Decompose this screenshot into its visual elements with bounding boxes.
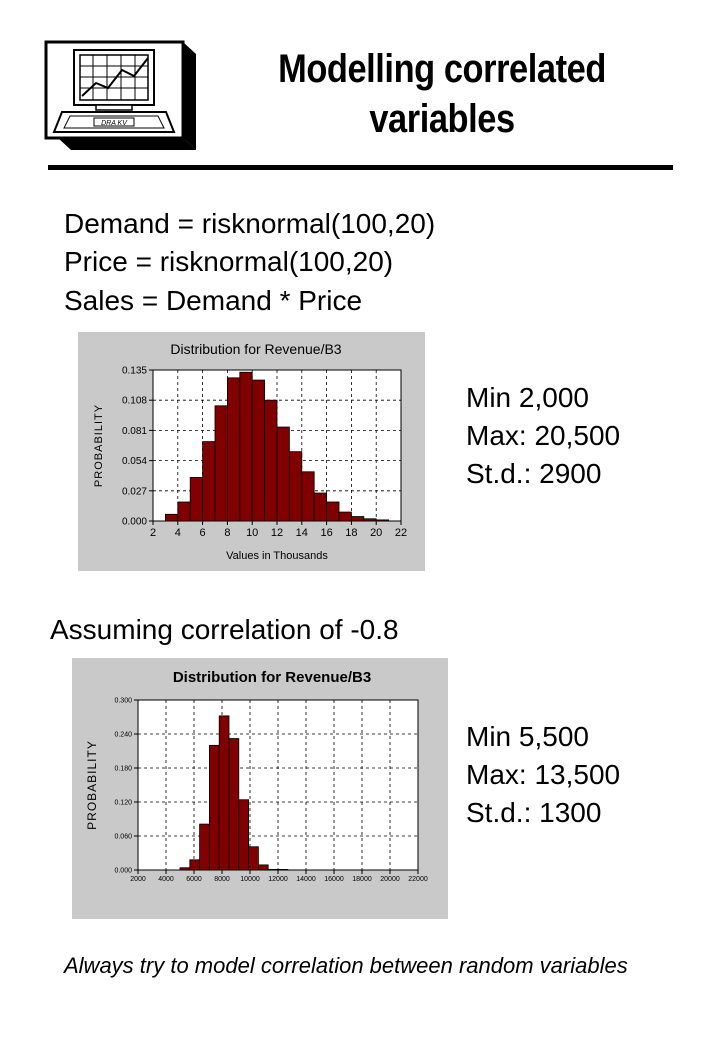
- chart-2-svg: Distribution for Revenue/B3 0.000 0.060 0.1…: [85, 669, 428, 883]
- chart-2-bar: [257, 864, 269, 871]
- page-title-line-2: variables: [369, 97, 515, 141]
- chart-2-x-tick-label: 14000: [296, 876, 316, 883]
- chart-2-bar: [238, 799, 250, 871]
- chart-1-bar: [189, 476, 203, 522]
- chart-1-bar: [251, 379, 265, 522]
- chart-2-x-tick-label: 18000: [352, 876, 372, 883]
- chart-1-x-tick-label: 12: [271, 527, 283, 539]
- chart-1-min: Min 2,000: [466, 382, 589, 413]
- formula-sales: Sales = Demand * Price: [64, 285, 363, 316]
- chart-1-x-tick-label: 16: [320, 527, 332, 539]
- chart-2-y-tick-label: 0.180: [114, 765, 132, 772]
- chart-1-y-tick-label: 0.000: [122, 517, 147, 528]
- chart-2-bar: [267, 869, 279, 871]
- chart-1-title: Distribution for Revenue/B3: [170, 341, 341, 357]
- chart-2-x-tick-label: 6000: [186, 876, 202, 883]
- chart-2-y-tick-label: 0.120: [114, 799, 132, 806]
- chart-2-bar: [179, 867, 191, 871]
- chart-2-bar: [199, 823, 210, 871]
- chart-1-bar: [301, 471, 315, 522]
- chart-1-bar: [264, 399, 278, 522]
- chart-1-y-tick-label: 0.108: [122, 396, 147, 407]
- chart-1-bar: [239, 371, 253, 522]
- page-title: Modelling correlated variables: [261, 44, 622, 144]
- chart-1-bar: [375, 519, 390, 522]
- chart-1-bar: [226, 377, 241, 522]
- chart-2-y-tick-label: 0.060: [114, 833, 132, 840]
- computer-logo-icon: DRA KV: [38, 36, 208, 156]
- title-divider: [48, 165, 673, 170]
- chart-1-y-tick-label: 0.135: [122, 366, 147, 377]
- chart-2-bar: [189, 859, 201, 871]
- chart-1-max: Max: 20,500: [466, 420, 621, 451]
- chart-1-bar: [350, 516, 365, 522]
- chart-1-bar: [202, 441, 216, 522]
- chart-1-x-tick-label: 10: [246, 527, 258, 539]
- chart-1-bar: [288, 451, 303, 522]
- chart-2-x-tick-label: 22000: [408, 876, 428, 883]
- chart-2-x-tick-label: 2000: [130, 876, 146, 883]
- chart-1-bar: [214, 405, 228, 522]
- chart-2-y-tick-label: 0.240: [114, 731, 132, 738]
- chart-2-x-tick-label: 10000: [240, 876, 260, 883]
- chart-2-x-tick-label: 4000: [158, 876, 174, 883]
- chart-1-x-tick-label: 4: [175, 527, 181, 539]
- chart-2-bar: [228, 738, 240, 871]
- chart-1-bar: [363, 518, 377, 522]
- chart-2-y-tick-label: 0.300: [114, 697, 132, 704]
- chart-1-x-tick-label: 8: [224, 527, 230, 539]
- chart-2-min: Min 5,500: [466, 721, 589, 752]
- chart-1-x-tick-label: 18: [345, 527, 357, 539]
- chart-1-bar: [165, 513, 179, 522]
- chart-1-y-axis-label: PROBABILITY: [93, 404, 105, 487]
- footnote: Always try to model correlation between …: [64, 953, 628, 978]
- chart-1-y-tick-label: 0.027: [122, 486, 147, 497]
- chart-2-sd: St.d.: 1300: [466, 797, 602, 828]
- chart-1-y-tick-label: 0.054: [122, 456, 147, 467]
- chart-1-bar: [326, 501, 340, 522]
- chart-1-bar: [338, 511, 352, 522]
- chart-2-bar: [218, 715, 230, 871]
- chart-1-y-tick-label: 0.081: [122, 426, 147, 437]
- chart-1-bar: [313, 492, 327, 522]
- logo-label: DRA KV: [101, 120, 128, 127]
- chart-1-x-tick-label: 22: [395, 527, 407, 539]
- chart-1-x-tick-label: 2: [150, 527, 156, 539]
- chart-1-bar: [177, 501, 191, 522]
- chart-2-x-tick-label: 12000: [268, 876, 288, 883]
- chart-1-bar: [276, 426, 290, 522]
- chart-2-y-tick-label: 0.000: [114, 867, 132, 874]
- chart-2-panel: Distribution for Revenue/B3 0.000 0.060 0.1…: [72, 658, 448, 919]
- page-title-line-1: Modelling correlated: [278, 47, 606, 91]
- chart-1-x-tick-label: 20: [370, 527, 382, 539]
- chart-2-x-tick-label: 16000: [324, 876, 344, 883]
- chart-1-x-axis-label: Values in Thousands: [226, 550, 328, 562]
- chart-2-bar: [277, 869, 289, 871]
- chart-1-svg: Distribution for Revenue/B3 0.000 0.027 0.0…: [93, 341, 407, 562]
- correlation-heading: Assuming correlation of -0.8: [50, 614, 399, 645]
- chart-1-x-tick-label: 6: [200, 527, 206, 539]
- formula-price: Price = risknormal(100,20): [64, 246, 394, 277]
- chart-2-x-tick-label: 20000: [380, 876, 400, 883]
- chart-1-panel: Distribution for Revenue/B3 0.000 0.027 0.0…: [78, 332, 425, 571]
- chart-1-sd: St.d.: 2900: [466, 458, 602, 489]
- chart-1-x-tick-label: 14: [296, 527, 308, 539]
- chart-2-title: Distribution for Revenue/B3: [173, 669, 371, 686]
- chart-2-max: Max: 13,500: [466, 759, 621, 790]
- chart-2-x-tick-label: 8000: [214, 876, 230, 883]
- chart-2-bar: [248, 846, 259, 871]
- chart-2-bar: [208, 744, 220, 871]
- chart-2-y-axis-label: PROBABILITY: [85, 740, 99, 830]
- formula-demand: Demand = risknormal(100,20): [64, 208, 436, 239]
